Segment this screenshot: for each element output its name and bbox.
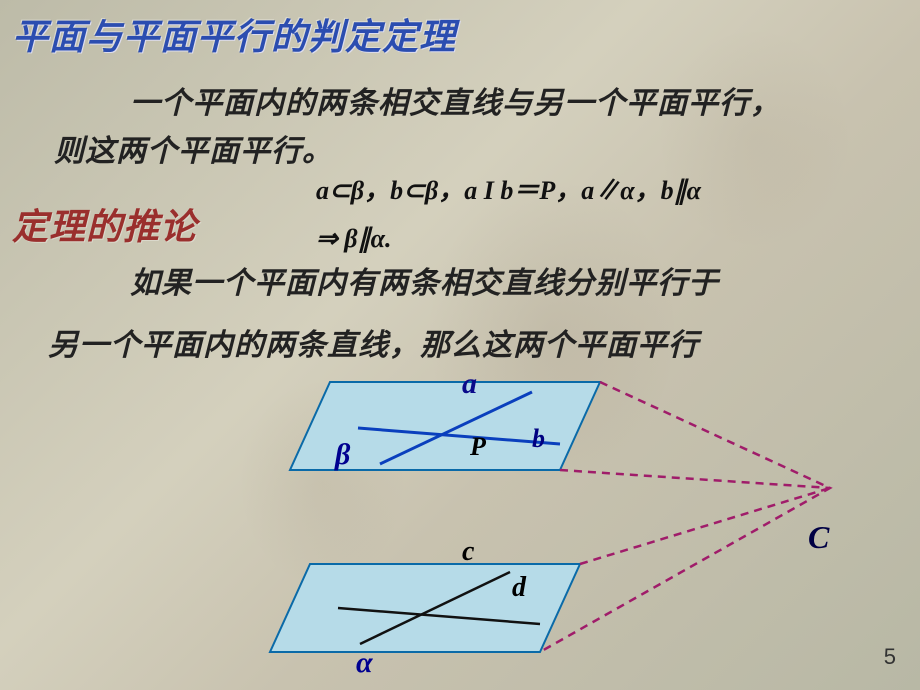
label-b: b [532, 424, 545, 454]
formula-line-1: a⊂β，b⊂β，a I b＝P，a∥α，b∥α [316, 170, 701, 207]
label-c: c [462, 536, 474, 568]
corollary-line-1: 如果一个平面内有两条相交直线分别平行于 [130, 258, 719, 302]
geometry-diagram: a b P β c d C α [230, 364, 870, 674]
label-d: d [512, 572, 526, 604]
page-number: 5 [884, 644, 896, 670]
construction-polyline-2 [560, 470, 830, 488]
label-alpha: α [356, 646, 373, 680]
label-beta: β [335, 438, 350, 472]
label-a: a [462, 367, 477, 401]
construction-polyline-1 [540, 382, 830, 652]
plane-alpha [270, 564, 580, 652]
formula-line-2: ⇒ β∥α. [316, 224, 392, 254]
theorem-line-2: 则这两个平面平行。 [54, 126, 333, 170]
title-main: 平面与平面平行的判定定理 [12, 8, 456, 60]
label-P: P [470, 432, 486, 462]
corollary-line-2: 另一个平面内的两条直线，那么这两个平面平行 [48, 320, 699, 364]
construction-polyline-3 [580, 488, 830, 564]
slide-root: 平面与平面平行的判定定理 一个平面内的两条相交直线与另一个平面平行， 则这两个平… [0, 0, 920, 690]
corollary-title: 定理的推论 [12, 198, 197, 250]
label-C: C [808, 519, 829, 556]
theorem-line-1: 一个平面内的两条相交直线与另一个平面平行， [130, 78, 781, 122]
